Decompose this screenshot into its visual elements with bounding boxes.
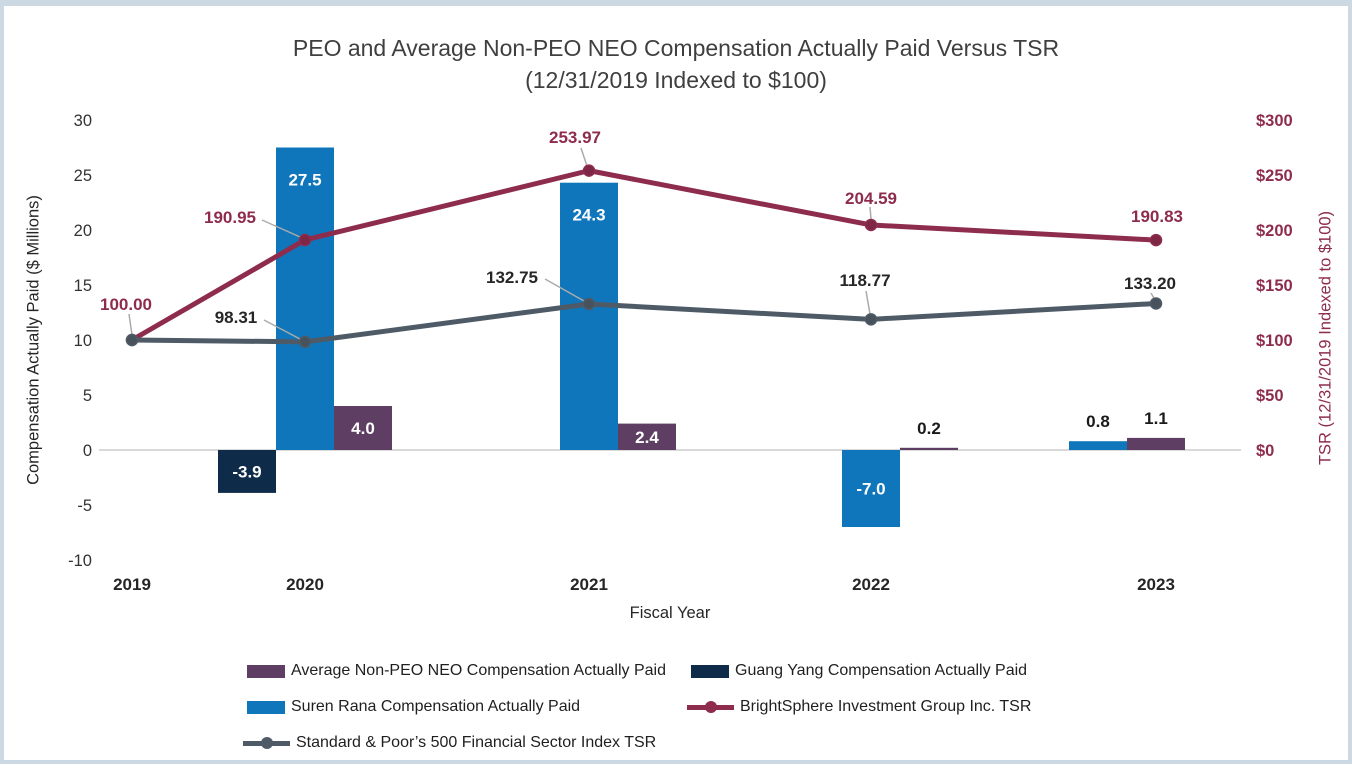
right-axis-tick: $0 [1256, 442, 1274, 460]
bar-label-2022: 0.2 [917, 419, 941, 438]
legend-label: Standard & Poor’s 500 Financial Sector I… [296, 734, 657, 751]
bar-suren_blue-2023 [1069, 441, 1127, 450]
line-marker-sp_gray [864, 313, 878, 326]
left-axis-tick: -5 [77, 497, 92, 515]
right-axis-tick: $200 [1256, 222, 1293, 240]
right-axis-tick: $100 [1256, 332, 1293, 350]
chart-title: PEO and Average Non-PEO NEO Compensation… [4, 32, 1348, 96]
line-marker-bsig_maroon [298, 233, 312, 247]
bar-label-2023: 1.1 [1144, 409, 1168, 428]
legend-item-sp500-tsr: Standard & Poor’s 500 Financial Sector I… [243, 731, 656, 755]
legend-item-suren-rana: Suren Rana Compensation Actually Paid [247, 695, 580, 719]
label-leader-line [869, 206, 872, 220]
line-label-bsig_maroon-2022: 204.59 [845, 189, 897, 208]
bar-label-2020: 4.0 [351, 419, 375, 438]
line-label-sp_gray-2022: 118.77 [839, 271, 890, 290]
left-axis-tick: 25 [74, 167, 92, 185]
left-axis-tick: 10 [74, 332, 92, 350]
right-axis-tick: $150 [1256, 277, 1293, 295]
legend-marker-dot [260, 737, 273, 749]
line-label-bsig_maroon-2019: 100.00 [100, 295, 152, 314]
legend-label: Suren Rana Compensation Actually Paid [291, 698, 581, 715]
bar-avg_purple-2021 [618, 423, 676, 450]
legend-swatch-guang-yang [691, 664, 729, 678]
right-axis-tick: $300 [1256, 112, 1293, 130]
bar-avg_purple-2023 [1127, 437, 1185, 450]
line-marker-sp_gray [125, 333, 139, 347]
legend-item-brightsphere-tsr: BrightSphere Investment Group Inc. TSR [687, 695, 1031, 719]
right-axis-tick: $250 [1256, 167, 1293, 185]
right-axis-tick: $50 [1256, 387, 1284, 405]
legend-label: Guang Yang Compensation Actually Paid [735, 662, 1028, 679]
line-label-bsig_maroon-2023: 190.83 [1131, 207, 1183, 226]
label-leader-line [580, 147, 588, 167]
legend-label: Average Non-PEO NEO Compensation Actuall… [291, 662, 667, 679]
bar-avg_purple-2022 [900, 447, 958, 450]
bar-suren_blue-2021 [560, 182, 618, 450]
bar-label-2021: 24.3 [572, 206, 605, 225]
legend-swatch-suren-rana [247, 700, 285, 714]
bar-label-2020: -3.9 [232, 462, 261, 481]
bar-label-2022: -7.0 [856, 479, 885, 498]
line-marker-sp_gray [1149, 297, 1163, 310]
line-label-bsig_maroon-2020: 190.95 [204, 208, 256, 227]
legend-marker-dot [704, 701, 717, 713]
bar-label-2023: 0.8 [1086, 412, 1110, 431]
label-leader-line [865, 290, 871, 315]
combo-chart-plot: 30 25 20 15 10 5 0 -5 -10 $300 $250 $200 $150 $100 $50… [68, 112, 1293, 594]
bar-suren_blue-2020 [276, 147, 334, 450]
line-marker-bsig_maroon [1149, 233, 1163, 247]
left-axis-tick: -10 [68, 552, 92, 570]
legend-label: BrightSphere Investment Group Inc. TSR [740, 698, 1032, 715]
chart-title-line2: (12/31/2019 Indexed to $100) [525, 67, 827, 93]
left-axis-tick: 5 [83, 387, 92, 405]
bar-label-2021: 2.4 [635, 428, 659, 447]
line-label-sp_gray-2021: 132.75 [486, 268, 538, 287]
bar-label-2020: 27.5 [288, 170, 321, 189]
x-axis-title: Fiscal Year [629, 604, 711, 622]
line-marker-bsig_maroon [582, 164, 596, 177]
line-marker-sp_gray [298, 335, 312, 349]
label-leader-line [263, 319, 301, 340]
x-axis-tick-2023: 2023 [1137, 575, 1175, 594]
bar-guang_navy-2020 [218, 450, 276, 493]
left-axis-tick: 20 [74, 222, 92, 240]
bar-suren_blue-2022 [842, 450, 900, 527]
left-axis-tick: 0 [83, 442, 92, 460]
chart-title-line1: PEO and Average Non-PEO NEO Compensation… [292, 35, 1060, 61]
x-axis-tick-2021: 2021 [570, 575, 608, 594]
label-leader-line [128, 313, 133, 336]
legend-swatch-avg-non-peo [247, 664, 285, 678]
x-axis-tick-2020: 2020 [286, 575, 324, 594]
legend-item-guang-yang: Guang Yang Compensation Actually Paid [691, 659, 1027, 683]
legend-item-avg-non-peo: Average Non-PEO NEO Compensation Actuall… [247, 659, 666, 683]
line-label-sp_gray-2023: 133.20 [1124, 274, 1176, 293]
line-label-bsig_maroon-2021: 253.97 [549, 128, 601, 147]
x-axis-tick-2022: 2022 [852, 575, 890, 594]
line-marker-sp_gray [582, 297, 596, 311]
line-label-sp_gray-2020: 98.31 [215, 308, 258, 327]
x-axis-tick-2019: 2019 [113, 575, 151, 594]
line-marker-bsig_maroon [864, 218, 878, 232]
label-leader-line [544, 278, 585, 302]
left-axis-tick: 30 [74, 112, 92, 130]
legend-line-swatch-sp500 [243, 737, 290, 749]
left-axis-tick: 15 [74, 277, 92, 295]
bar-avg_purple-2020 [334, 406, 392, 450]
legend-line-swatch-brightsphere [687, 701, 734, 713]
label-leader-line [261, 219, 301, 238]
